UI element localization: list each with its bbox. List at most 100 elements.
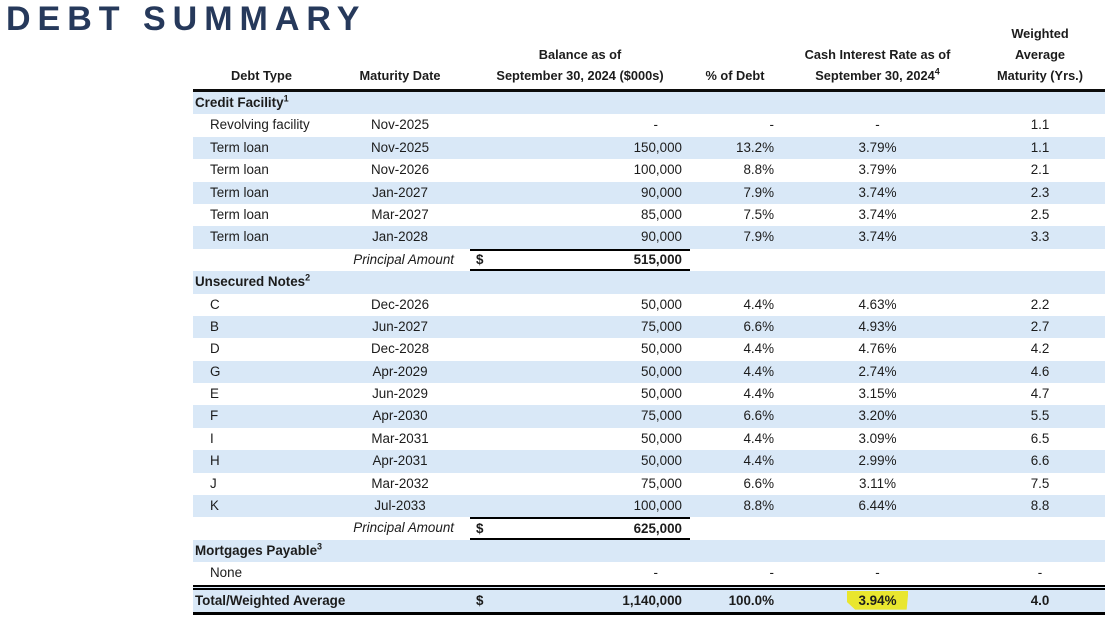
currency-symbol: $ [476,520,484,536]
debt-type-cell: Term loan [210,162,269,178]
interest-rate-cell [780,517,975,539]
table-row-data: D Dec-2028 50,000 4.4% 4.76% 4.2 [193,338,1105,360]
section-label: Credit Facility1 [195,93,289,110]
debt-summary-table: Debt Type Maturity Date Balance as of Se… [193,18,1105,615]
footnote-marker-1: 1 [283,93,289,104]
balance-cell: 90,000 [641,184,682,200]
subtotal-value: 625,000 [633,520,682,536]
pct-of-debt-cell: 4.4% [743,386,774,402]
pct-of-debt-cell: 13.2% [736,139,774,155]
pct-of-debt-cell [690,517,780,539]
pct-of-debt-cell: - [769,117,774,133]
table-row-data: C Dec-2026 50,000 4.4% 4.63% 2.2 [193,294,1105,316]
col-header-balance-line1: Balance as of [538,47,622,62]
pct-of-debt-cell: 4.4% [743,430,774,446]
debt-type-cell: F [210,408,219,424]
table-row-data: Term loan Mar-2027 85,000 7.5% 3.74% 2.5 [193,204,1105,226]
debt-type-cell: E [210,386,219,402]
wam-cell: 6.6 [1030,453,1050,469]
footnote-marker-2: 2 [305,272,311,283]
pct-of-debt-cell: 6.6% [743,318,774,334]
footnote-marker-4: 4 [934,66,940,77]
wam-cell: 2.3 [1030,184,1050,200]
total-balance-cell: $1,140,000 [470,591,690,611]
wam-cell: 2.2 [1030,296,1050,312]
wam-cell: 4.6 [1030,363,1050,379]
maturity-date-cell: Nov-2025 [370,117,430,133]
balance-cell: 50,000 [641,363,682,379]
page-title: DEBT SUMMARY [6,0,367,38]
maturity-date-cell: Mar-2027 [371,206,429,222]
wam-cell: 5.5 [1030,408,1050,424]
interest-rate-cell: 3.20% [858,408,897,424]
col-header-rate-line1: Cash Interest Rate as of [804,47,951,62]
wam-cell: 1.1 [1030,139,1050,155]
pct-of-debt-cell: 4.4% [743,296,774,312]
table-row-data: Term loan Nov-2026 100,000 8.8% 3.79% 2.1 [193,159,1105,181]
interest-rate-cell [780,249,975,271]
balance-cell: 75,000 [641,318,682,334]
balance-cell: - [653,117,658,133]
interest-rate-cell: 4.76% [858,341,897,357]
table-row-subtotal: Principal Amount $515,000 [193,248,1105,272]
col-header-pct-of-debt: % of Debt [705,68,765,83]
table-header-row: Debt Type Maturity Date Balance as of Se… [193,18,1105,92]
debt-type-cell: C [210,296,220,312]
interest-rate-cell: 4.63% [858,296,897,312]
wam-cell: 4.7 [1030,386,1050,402]
table-row-subtotal: Principal Amount $625,000 [193,517,1105,540]
debt-type-cell: Term loan [210,184,269,200]
interest-rate-cell: 3.79% [858,162,897,178]
pct-of-debt-cell: - [769,565,774,581]
table-row-data: G Apr-2029 50,000 4.4% 2.74% 4.6 [193,360,1105,384]
table-row-total: Total/Weighted Average $1,140,000 100.0% 3.… [193,584,1105,615]
section-label: Unsecured Notes2 [195,272,311,290]
table-row-data: Term loan Jan-2028 90,000 7.9% 3.74% 3.3 [193,226,1105,249]
total-pct-cell: 100.0% [728,592,774,608]
wam-cell: 3.3 [1030,229,1050,245]
debt-type-cell: I [210,430,214,446]
interest-rate-cell: 3.74% [858,206,897,222]
pct-of-debt-cell: 4.4% [743,453,774,469]
interest-rate-cell: 3.74% [858,184,897,200]
debt-type-cell: K [210,498,219,514]
balance-cell: 75,000 [641,408,682,424]
section-label: Mortgages Payable3 [195,541,323,558]
table-row-data: J Mar-2032 75,000 6.6% 3.11% 7.5 [193,473,1105,495]
maturity-date-cell: Jan-2028 [372,229,428,245]
maturity-date-cell: Dec-2028 [370,341,430,357]
table-row-data: K Jul-2033 100,000 8.8% 6.44% 8.8 [193,495,1105,518]
interest-rate-cell: 3.15% [858,386,897,402]
maturity-date-cell: Apr-2030 [372,408,428,424]
pct-of-debt-cell: 8.8% [743,498,774,514]
wam-cell [975,517,1105,539]
wam-cell: - [1037,565,1043,581]
interest-rate-cell: 6.44% [858,498,897,514]
balance-cell: 85,000 [641,206,682,222]
maturity-date-cell: Nov-2026 [370,162,430,178]
balance-cell: 50,000 [641,296,682,312]
interest-rate-cell: 3.74% [858,229,897,245]
currency-symbol: $ [476,592,484,608]
table-row-data: Term loan Nov-2025 150,000 13.2% 3.79% 1.1 [193,136,1105,160]
debt-type-cell: None [210,565,243,581]
pct-of-debt-cell: 6.6% [743,408,774,424]
currency-symbol: $ [476,251,484,267]
wam-cell: 4.2 [1030,341,1050,357]
pct-of-debt-cell: 8.8% [743,162,774,178]
maturity-date-cell: Jun-2029 [372,386,428,402]
col-header-maturity-date: Maturity Date [359,68,441,83]
debt-type-cell: J [210,475,217,491]
col-header-interest-rate: Cash Interest Rate as of September 30, 2… [780,44,975,86]
interest-rate-cell: 3.11% [859,475,896,491]
table-body: Credit Facility1 Revolving facility Nov-20… [193,92,1105,615]
table-row-data: B Jun-2027 75,000 6.6% 4.93% 2.7 [193,315,1105,339]
maturity-date-cell: Apr-2031 [372,453,428,469]
wam-cell [975,249,1105,271]
debt-type-cell: Revolving facility [210,117,310,133]
subtotal-balance-cell: $625,000 [470,517,690,540]
balance-cell: 150,000 [633,139,682,155]
col-header-balance: Balance as of September 30, 2024 ($000s) [470,44,690,86]
interest-rate-cell: - [875,117,880,133]
interest-rate-cell: 2.74% [858,363,897,379]
